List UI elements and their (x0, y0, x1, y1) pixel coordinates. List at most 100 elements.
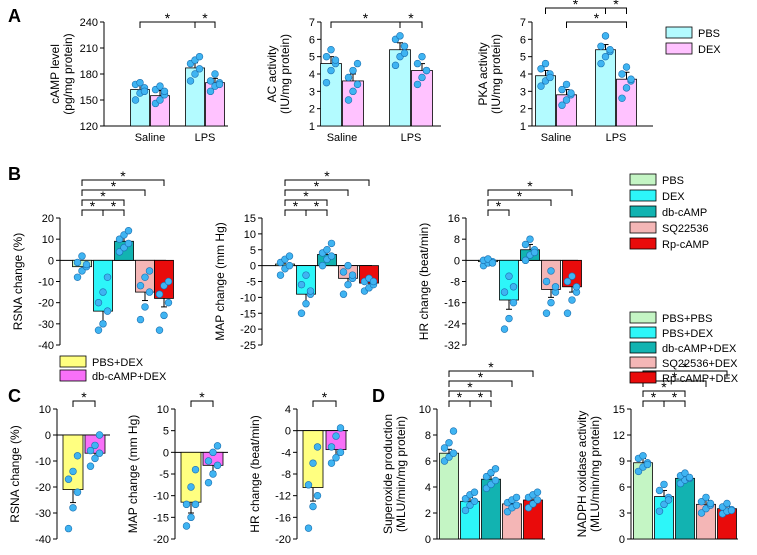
y-tick-label: -4 (281, 447, 291, 459)
y-tick-label: -20 (153, 534, 169, 546)
data-point (723, 499, 731, 508)
significance-bracket (284, 199, 328, 206)
data-point (418, 52, 426, 61)
y-tick-label: -25 (240, 340, 256, 352)
significance-bracket (81, 179, 165, 186)
legend-swatch (629, 205, 657, 218)
legend-swatch (629, 356, 657, 369)
y-tick-label: 0 (285, 426, 291, 438)
legend-label: Rp-cAMP+DEX (662, 373, 739, 385)
y-tick-label: -8 (450, 277, 460, 289)
y-tick-label: -10 (35, 456, 51, 468)
data-point (285, 261, 294, 270)
x-tick-label: LPS (606, 132, 627, 144)
data-point (82, 260, 91, 269)
y-tick-label: -20 (240, 324, 256, 336)
data-point (445, 439, 453, 447)
data-point (440, 444, 449, 452)
data-point (541, 59, 550, 68)
y-tick-label: -20 (38, 298, 54, 310)
y-tick-label: -10 (153, 491, 169, 503)
legend-swatch (629, 221, 657, 234)
significance-star: * (314, 198, 320, 214)
y-tick-label: -15 (153, 512, 169, 524)
y-axis-label-line: NADPH oxidase activity (575, 411, 589, 538)
data-point (349, 87, 357, 96)
data-point (209, 448, 217, 457)
data-point (336, 424, 345, 432)
data-point (339, 268, 348, 276)
y-tick-label: 0 (619, 534, 625, 546)
y-tick-label: 10 (157, 404, 169, 416)
data-point (530, 248, 539, 257)
data-point (685, 473, 694, 482)
y-tick-label: 5 (163, 426, 169, 438)
significance-bracket (305, 209, 328, 216)
chart-D1: 0 2 4 6 8 10 Superoxide production(MLU/min/mg … (381, 359, 545, 546)
data-point (533, 496, 542, 504)
significance-bracket (469, 400, 492, 407)
data-point (491, 476, 500, 485)
y-tick-label: 6 (619, 482, 625, 494)
data-point (115, 248, 124, 256)
data-point (512, 493, 521, 502)
data-point (327, 46, 335, 54)
significance-star: * (324, 168, 330, 184)
y-tick-label: 1 (520, 121, 526, 133)
data-point (551, 283, 560, 291)
data-point (95, 431, 104, 439)
legend-label: PBS+DEX (92, 357, 144, 369)
data-point (182, 500, 191, 509)
significance-star: * (100, 188, 106, 204)
data-point (537, 82, 545, 90)
bar (302, 430, 324, 488)
data-point (124, 239, 133, 248)
y-tick-label: -20 (275, 534, 291, 546)
significance-star: * (573, 0, 579, 12)
significance-star: * (120, 168, 126, 184)
y-tick-label: -30 (35, 508, 51, 520)
legend-C: PBS+DEX db-cAMP+DEX (59, 355, 167, 383)
y-axis-label: MAP change (mm Hg) (126, 415, 140, 533)
y-tick-label: 15 (244, 213, 256, 225)
data-point (204, 478, 213, 487)
significance-star: * (314, 178, 320, 194)
data-point (664, 496, 673, 504)
data-point (302, 300, 310, 308)
y-axis-label-line: MAP change (mm Hg) (213, 222, 227, 340)
y-tick-label: -20 (35, 482, 51, 494)
x-tick-label: LPS (401, 132, 422, 144)
y-tick-label: 0 (425, 534, 431, 546)
y-tick-label: 2 (520, 104, 526, 116)
data-point (568, 296, 576, 304)
y-tick-label: -5 (159, 469, 169, 481)
significance-bracket (487, 199, 552, 206)
data-point (505, 272, 513, 280)
data-point (141, 303, 149, 311)
significance-star: * (594, 10, 600, 26)
y-tick-label: 6 (309, 34, 315, 46)
data-point (309, 459, 317, 467)
y-tick-label: 6 (520, 34, 526, 46)
data-point (533, 488, 542, 496)
y-tick-label: 1 (309, 121, 315, 133)
data-point (488, 259, 497, 267)
legend-label: db-cAMP+DEX (92, 371, 167, 383)
y-axis-label-line: (MLU/min/mg protein) (394, 416, 408, 532)
significance-star: * (682, 359, 688, 375)
data-point (160, 87, 169, 96)
data-point (344, 73, 353, 82)
y-tick-label: -16 (444, 298, 460, 310)
y-axis-label: cAMP level(pg/mg protein) (48, 33, 75, 114)
y-tick-label: 10 (419, 404, 431, 416)
data-point (572, 283, 581, 291)
data-point (500, 325, 509, 333)
bar (389, 49, 411, 127)
significance-star: * (613, 0, 619, 12)
data-point (322, 78, 331, 87)
data-point (331, 56, 340, 64)
significance-bracket (81, 199, 125, 206)
y-axis-label: MAP change (mm Hg) (213, 222, 227, 340)
data-point (697, 498, 706, 506)
y-axis-label: PKA activity(IU/mg protein) (476, 34, 503, 114)
